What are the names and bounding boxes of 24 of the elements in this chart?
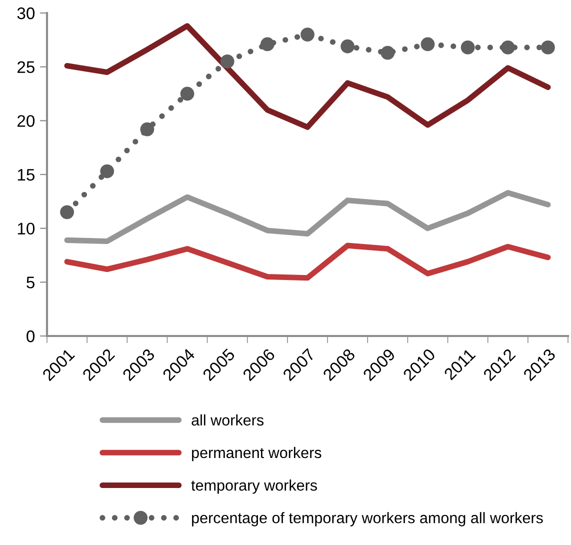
y-tick-label: 15 [18, 169, 34, 181]
point [100, 164, 114, 178]
point [380, 46, 395, 60]
y-tick-label: 20 [17, 115, 35, 127]
y-tick-label: 25 [17, 61, 34, 74]
legend-label: percentage of temporary workers among all workers [192, 512, 543, 526]
point [340, 39, 355, 54]
point [460, 40, 475, 54]
point [260, 37, 274, 52]
point [300, 28, 314, 42]
legend-label: permanent workers [192, 446, 322, 462]
y-tick-label: 30 [17, 7, 35, 20]
legend-label: all workers [192, 414, 264, 426]
point [180, 86, 194, 101]
point [220, 54, 234, 68]
y-tick-label: 5 [26, 276, 34, 288]
point [140, 122, 154, 136]
legend-label: temporary workers [191, 480, 317, 494]
point [420, 37, 435, 52]
y-tick-label: 10 [18, 222, 35, 235]
y-tick-label: 0 [26, 330, 35, 342]
point [500, 40, 515, 54]
point [60, 205, 74, 220]
point [541, 40, 555, 54]
